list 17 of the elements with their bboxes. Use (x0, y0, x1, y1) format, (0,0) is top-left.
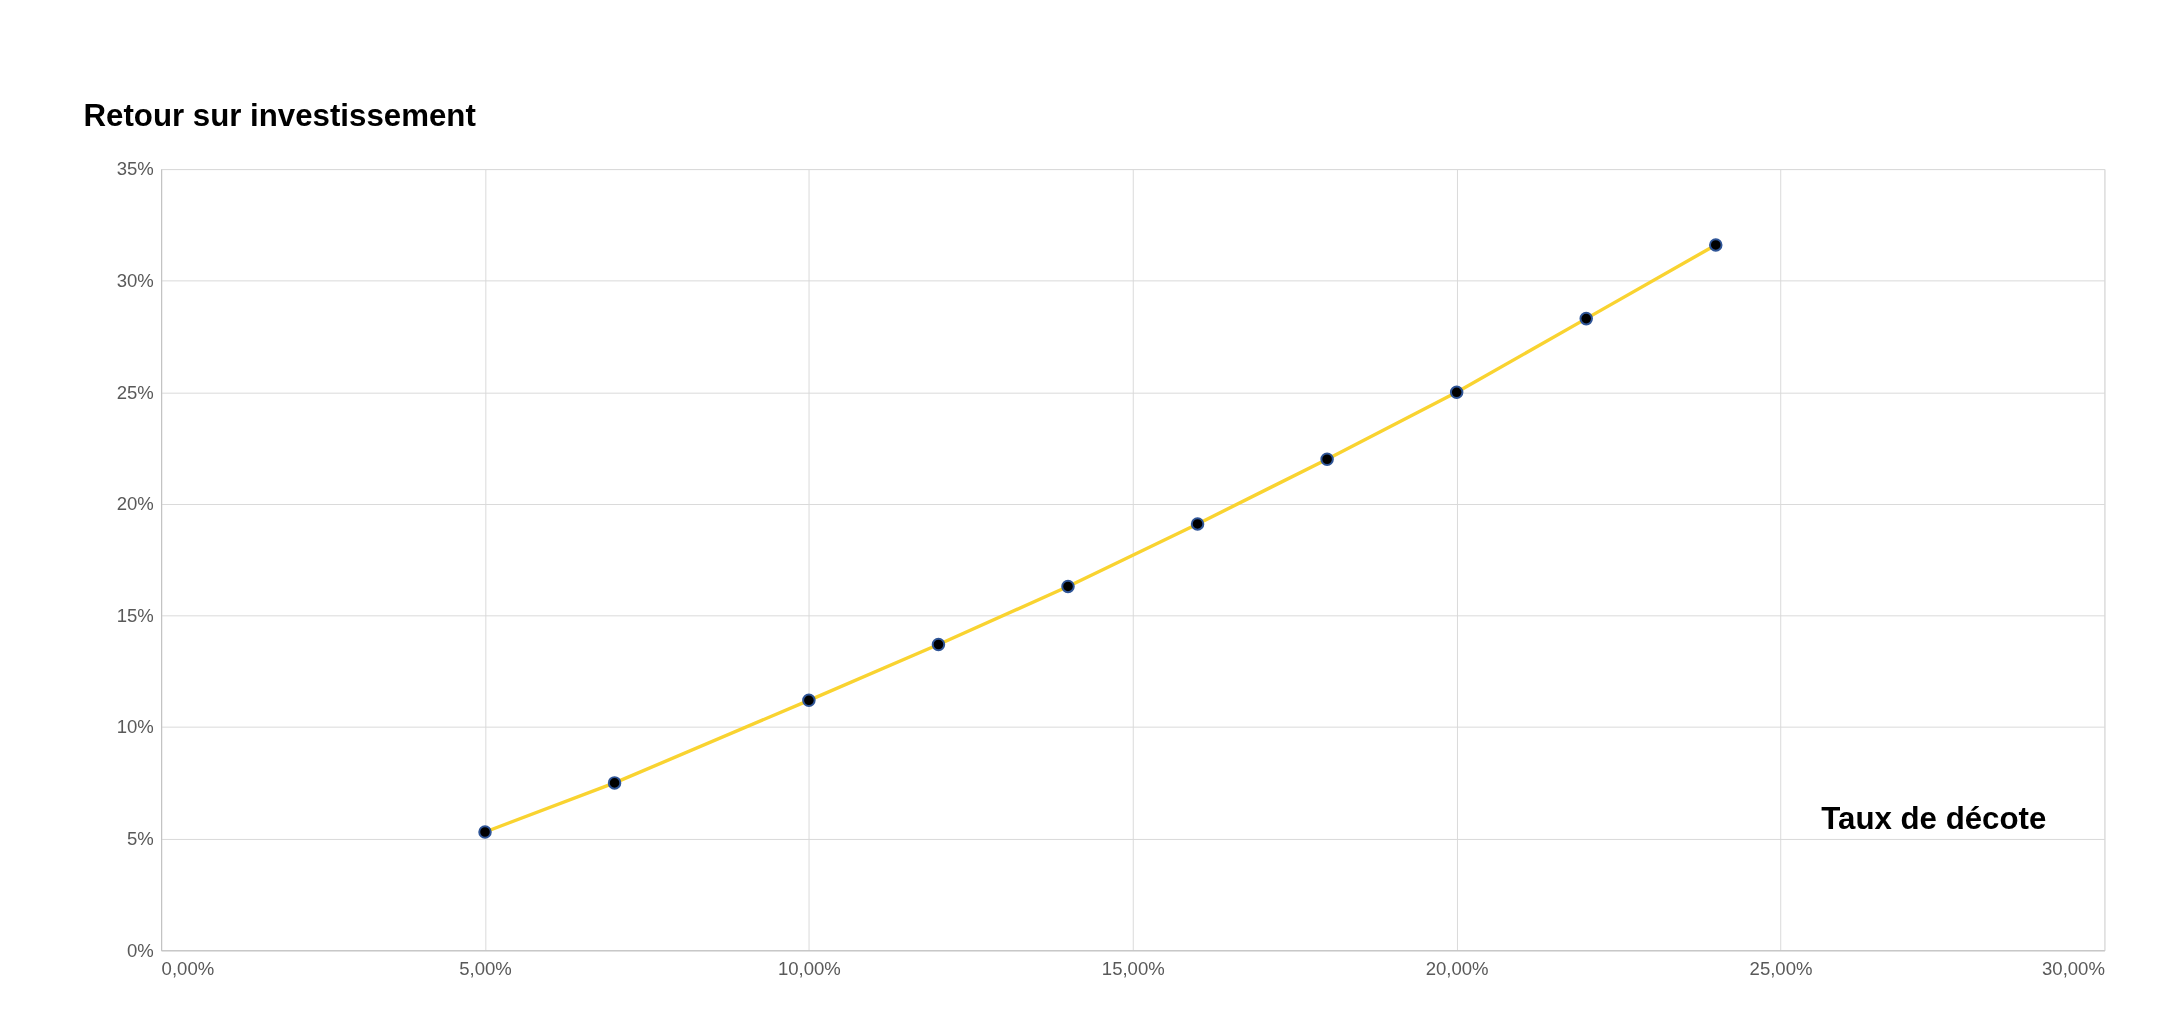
y-tick-label: 20% (116, 493, 154, 515)
x-tick-label: 30,00% (2042, 958, 2105, 980)
x-tick-label: 20,00% (1425, 958, 1489, 980)
y-tick-label: 35% (116, 158, 154, 180)
x-tick-label: 0,00% (161, 958, 215, 980)
y-tick-label: 10% (116, 716, 154, 738)
y-axis-title: Retour sur investissement (83, 97, 477, 133)
x-axis-title: Taux de décote (1821, 800, 2047, 836)
x-tick-label: 15,00% (1101, 958, 1165, 980)
y-tick-label: 25% (116, 381, 154, 403)
y-tick-label: 30% (116, 270, 154, 292)
x-tick-label: 5,00% (459, 958, 512, 980)
y-tick-label: 5% (126, 828, 154, 850)
x-tick-label: 10,00% (777, 958, 841, 980)
y-tick-label: 15% (116, 604, 154, 626)
y-tick-label: 0% (126, 939, 154, 961)
x-tick-label: 25,00% (1749, 958, 1813, 980)
